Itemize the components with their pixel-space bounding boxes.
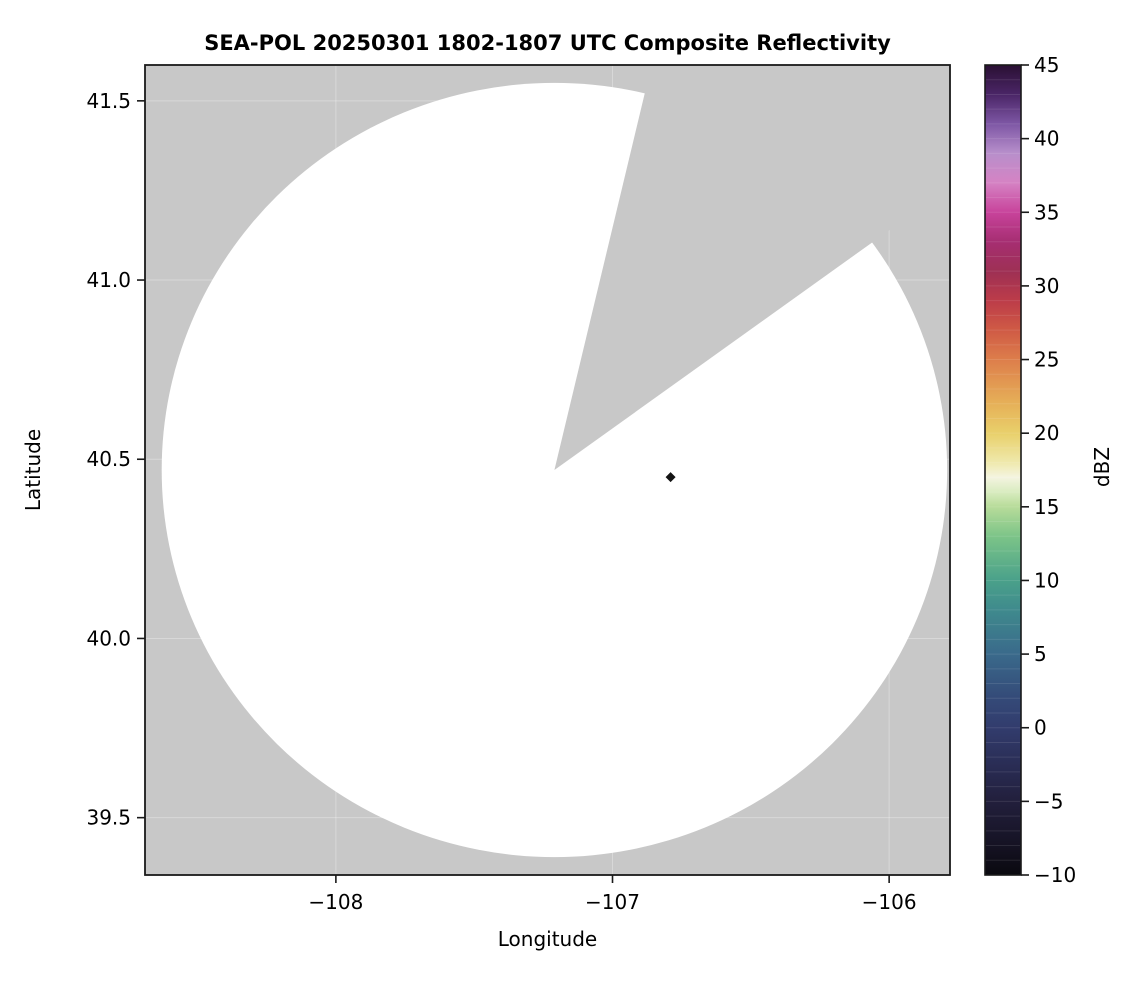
colorbar-tick-label: 45 <box>1034 53 1059 77</box>
colorbar-label: dBZ <box>1090 446 1114 488</box>
colorbar <box>984 64 1022 876</box>
x-axis-label: Longitude <box>497 927 598 951</box>
y-tick-label: 41.5 <box>86 89 131 113</box>
y-tick-label: 41.0 <box>86 268 131 292</box>
colorbar-tick-label: 10 <box>1034 568 1059 592</box>
y-tick-label: 40.5 <box>86 447 131 471</box>
blocked-sector-wedge <box>554 65 950 470</box>
colorbar-tick-label: 20 <box>1034 421 1059 445</box>
y-tick-label: 40.0 <box>86 626 131 650</box>
colorbar-tick-label: 25 <box>1034 348 1059 372</box>
x-tick-label: −106 <box>862 890 917 914</box>
y-axis-label: Latitude <box>21 428 45 512</box>
reflectivity-marker-diamond <box>665 472 676 483</box>
colorbar-tick-label: −10 <box>1034 863 1076 887</box>
plot-border <box>144 64 951 876</box>
colorbar-tick-label: −5 <box>1034 789 1063 813</box>
colorbar-tick-label: 15 <box>1034 495 1059 519</box>
y-tick-label: 39.5 <box>86 806 131 830</box>
colorbar-tick-label: 40 <box>1034 127 1059 151</box>
x-tick-label: −107 <box>585 890 640 914</box>
colorbar-tick-label: 0 <box>1034 716 1047 740</box>
colorbar-tick-label: 35 <box>1034 200 1059 224</box>
chart-title: SEA-POL 20250301 1802-1807 UTC Composite… <box>204 31 891 55</box>
colorbar-tick-label: 30 <box>1034 274 1059 298</box>
x-tick-label: −108 <box>308 890 363 914</box>
colorbar-tick-label: 5 <box>1034 642 1047 666</box>
